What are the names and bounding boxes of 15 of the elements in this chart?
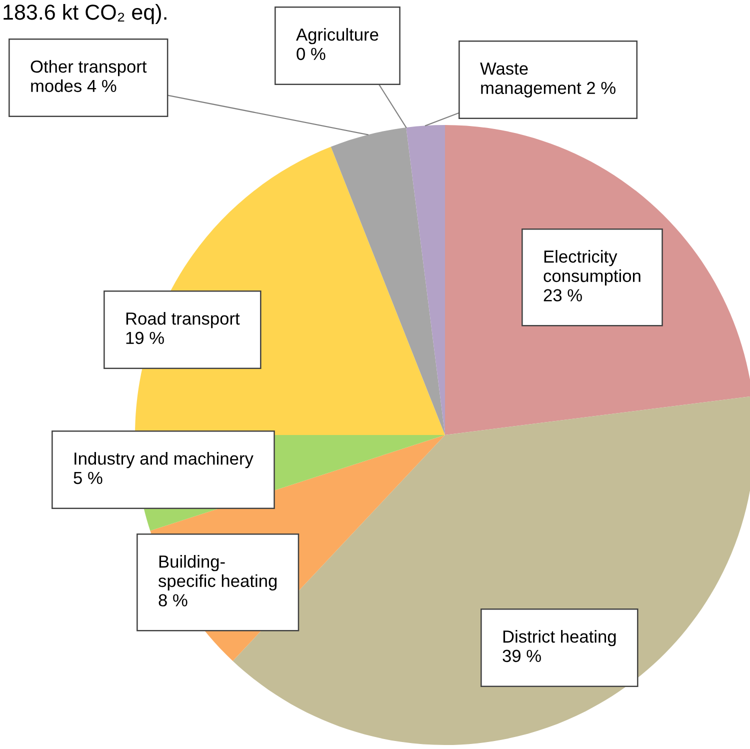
data-label: 39 % [502,650,541,662]
data-label: 23 % [544,289,582,302]
category-label: Agriculture [296,28,378,44]
slice-label: Other transport modes 4 % [30,60,147,92]
slice-label: Electricity consumption [544,250,640,286]
slice-label: Waste management 2 % [480,62,616,98]
slice-label: Building-specific heating [158,555,277,591]
data-label: 8 % [158,594,188,606]
text: 183.6 kt CO₂ eq). [4,4,166,24]
data-label: 19 % [126,332,164,344]
slice-label: Industry and machinery [74,452,254,468]
data-label: 5 % [74,472,102,484]
slice-label: District heating [503,630,616,646]
text: 0 % [296,48,326,60]
slice-label: Road transport [126,312,240,328]
